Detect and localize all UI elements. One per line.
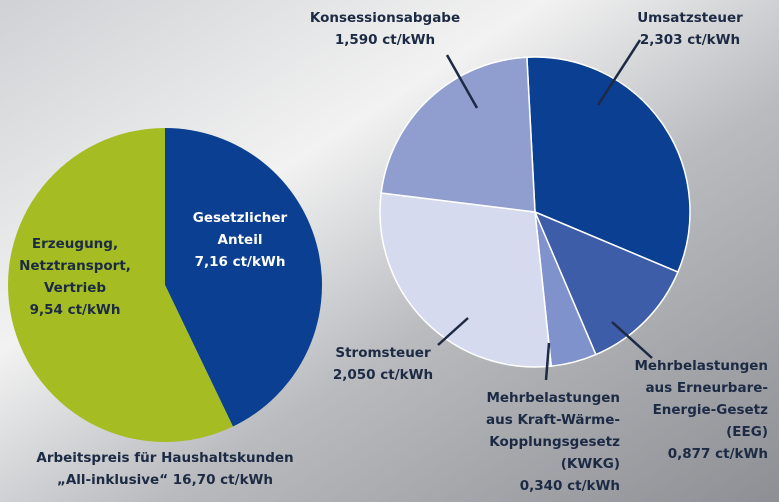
category-label: Stromsteuer	[335, 345, 431, 361]
value-label: 2,050 ct/kWh	[333, 367, 433, 383]
category-label: Konsessionsabgabe	[310, 10, 460, 26]
category-label: Kopplungsgesetz	[489, 434, 620, 450]
category-label: Mehrbelastungen	[486, 390, 620, 406]
category-label: aus Kraft-Wärme-	[486, 412, 620, 428]
value-label: 1,590 ct/kWh	[335, 32, 435, 48]
category-label: (EEG)	[726, 424, 768, 440]
value-label: 0,877 ct/kWh	[668, 446, 768, 462]
value-label: 7,16 ct/kWh	[195, 254, 286, 270]
category-label: Mehrbelastungen	[634, 358, 768, 374]
caption: „All-inklusive“ 16,70 ct/kWh	[57, 472, 273, 488]
category-label: Gesetzlicher	[193, 210, 288, 226]
category-label: aus Erneurbare-	[645, 380, 768, 396]
caption: Arbeitspreis für Haushaltskunden	[36, 450, 293, 466]
value-label: 9,54 ct/kWh	[30, 302, 121, 318]
value-label: 0,340 ct/kWh	[520, 478, 620, 494]
category-label: Energie-Gesetz	[653, 402, 769, 418]
category-label: Netztransport,	[19, 258, 131, 274]
category-label: Vertrieb	[44, 280, 106, 296]
value-label: 2,303 ct/kWh	[640, 32, 740, 48]
category-label: (KWKG)	[561, 456, 620, 472]
chart: Gesetzlicher Anteil 7,16 ct/kWh Erzeugung, N…	[0, 0, 779, 502]
category-label: Erzeugung,	[32, 236, 118, 252]
category-label: Umsatzsteuer	[637, 10, 743, 26]
category-label: Anteil	[218, 232, 263, 248]
